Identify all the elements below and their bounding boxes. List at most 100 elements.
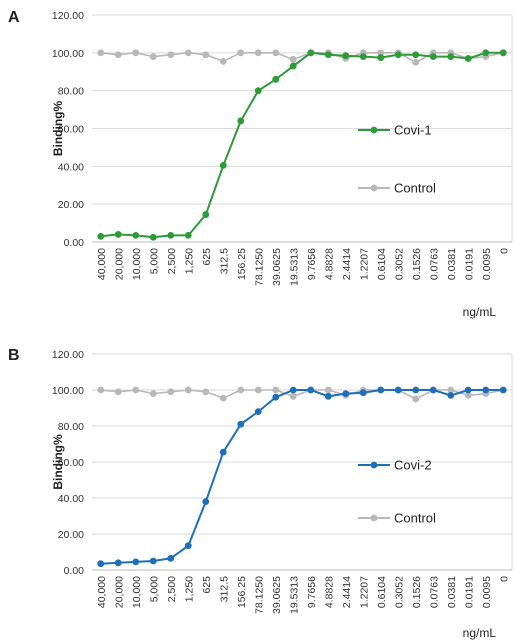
data-point-covi-1 xyxy=(132,231,140,239)
data-point-control xyxy=(132,49,140,57)
data-point-covi-2 xyxy=(499,386,507,394)
legend-entry-covi-2: Covi-2 xyxy=(358,458,432,473)
x-tick-label: 156.25 xyxy=(236,576,248,608)
data-point-control xyxy=(254,49,262,57)
data-point-covi-2 xyxy=(429,386,437,394)
data-point-covi-2 xyxy=(342,390,350,397)
x-tick-label: 5,000 xyxy=(148,576,160,602)
series-line-covi-2 xyxy=(100,389,504,565)
y-tick-label: 60.00 xyxy=(58,457,84,469)
data-point-covi-1 xyxy=(237,117,245,125)
y-tick-label: 20.00 xyxy=(58,199,84,211)
data-point-control xyxy=(272,386,280,394)
data-point-control xyxy=(149,53,157,61)
y-axis-label: Binding% xyxy=(51,434,65,490)
x-tick-label: 0.0095 xyxy=(481,576,493,608)
y-tick-label: 80.00 xyxy=(58,421,84,433)
data-point-covi-2 xyxy=(184,542,192,550)
data-point-covi-2 xyxy=(254,408,262,415)
panel-letter: B xyxy=(8,347,20,364)
x-tick-label: 312.5 xyxy=(218,576,230,602)
legend-swatch-marker xyxy=(370,184,378,192)
x-axis-label: ng/mL xyxy=(463,626,497,640)
data-point-control xyxy=(184,49,192,57)
x-tick-label: 39.0625 xyxy=(271,248,283,286)
x-tick-label: 40,000 xyxy=(96,576,108,608)
x-tick-label: 0.1526 xyxy=(411,248,423,280)
x-tick-label: 5,000 xyxy=(148,248,160,274)
data-point-control xyxy=(167,51,175,59)
data-point-covi-1 xyxy=(202,211,210,218)
y-tick-label: 120.00 xyxy=(52,349,84,361)
data-point-covi-1 xyxy=(149,233,157,241)
data-point-control xyxy=(377,49,385,57)
data-point-control xyxy=(167,388,175,396)
x-tick-label: 40,000 xyxy=(96,248,108,280)
x-tick-label: 2.4414 xyxy=(341,576,353,608)
series-line-control xyxy=(100,389,504,400)
x-tick-label: 20,000 xyxy=(113,248,125,280)
data-point-control xyxy=(447,386,455,394)
x-tick-label: 1,250 xyxy=(183,576,195,602)
data-point-covi-2 xyxy=(412,386,420,394)
data-point-covi-2 xyxy=(272,393,280,401)
data-point-control xyxy=(149,390,157,397)
data-point-covi-2 xyxy=(482,386,490,394)
data-point-covi-2 xyxy=(447,392,455,399)
data-point-covi-2 xyxy=(149,557,157,565)
x-tick-label: 1,250 xyxy=(183,248,195,274)
y-axis-label: Binding% xyxy=(51,101,65,157)
x-tick-label: 0 xyxy=(498,248,510,254)
data-point-covi-1 xyxy=(184,231,192,239)
x-tick-label: 2,500 xyxy=(166,576,178,602)
data-point-control xyxy=(97,386,105,394)
x-tick-label: 78.1250 xyxy=(253,576,265,614)
data-point-control xyxy=(202,388,210,396)
legend-swatch-marker xyxy=(370,461,378,469)
data-point-control xyxy=(412,395,420,403)
data-point-covi-1 xyxy=(412,51,420,59)
data-point-control xyxy=(184,386,192,394)
data-point-control xyxy=(132,386,140,394)
x-tick-label: 0.0191 xyxy=(463,248,475,280)
x-tick-label: 625 xyxy=(201,248,213,266)
data-point-covi-2 xyxy=(202,498,210,505)
x-tick-label: 625 xyxy=(201,576,213,594)
x-tick-label: 0 xyxy=(498,576,510,582)
x-tick-label: 78.1250 xyxy=(253,248,265,286)
data-point-covi-2 xyxy=(289,386,297,394)
x-tick-label: 2.4414 xyxy=(341,248,353,280)
data-point-covi-1 xyxy=(482,49,490,57)
x-tick-label: 0.0095 xyxy=(481,248,493,280)
x-tick-label: 4.8828 xyxy=(323,576,335,608)
chart-panel-B: B 0.00 20.00 40.00 60.00 80.00 100.00 120.00 40,… xyxy=(8,347,513,640)
data-point-covi-1 xyxy=(499,49,507,57)
data-point-covi-1 xyxy=(272,75,280,83)
chart-panel-A: A 0.00 20.00 40.00 60.00 80.00 100.00 120.00 40,… xyxy=(8,9,513,319)
data-point-covi-1 xyxy=(307,49,315,57)
data-point-control xyxy=(202,51,210,59)
data-point-covi-2 xyxy=(464,386,472,394)
data-point-control xyxy=(289,56,297,63)
x-tick-label: 10,000 xyxy=(131,576,143,608)
x-tick-label: 2,500 xyxy=(166,248,178,274)
x-tick-label: 312.5 xyxy=(218,248,230,274)
data-point-covi-2 xyxy=(359,389,367,397)
data-point-covi-1 xyxy=(447,53,455,61)
x-tick-label: 39.0625 xyxy=(271,576,283,614)
x-tick-label: 20,000 xyxy=(113,576,125,608)
y-tick-label: 80.00 xyxy=(58,86,84,98)
data-point-covi-1 xyxy=(167,231,175,239)
data-point-covi-1 xyxy=(394,51,402,59)
y-tick-label: 100.00 xyxy=(52,385,84,397)
x-tick-label: 0.3052 xyxy=(393,248,405,280)
data-point-covi-2 xyxy=(114,559,122,567)
x-tick-label: 0.0763 xyxy=(428,576,440,608)
x-tick-label: 0.0381 xyxy=(446,576,458,608)
legend-label: Covi-1 xyxy=(394,123,432,138)
x-tick-label: 0.0763 xyxy=(428,248,440,280)
x-tick-label: 1.2207 xyxy=(358,248,370,280)
x-tick-label: 4.8828 xyxy=(323,248,335,280)
data-point-control xyxy=(254,386,262,394)
data-point-covi-2 xyxy=(97,560,105,568)
